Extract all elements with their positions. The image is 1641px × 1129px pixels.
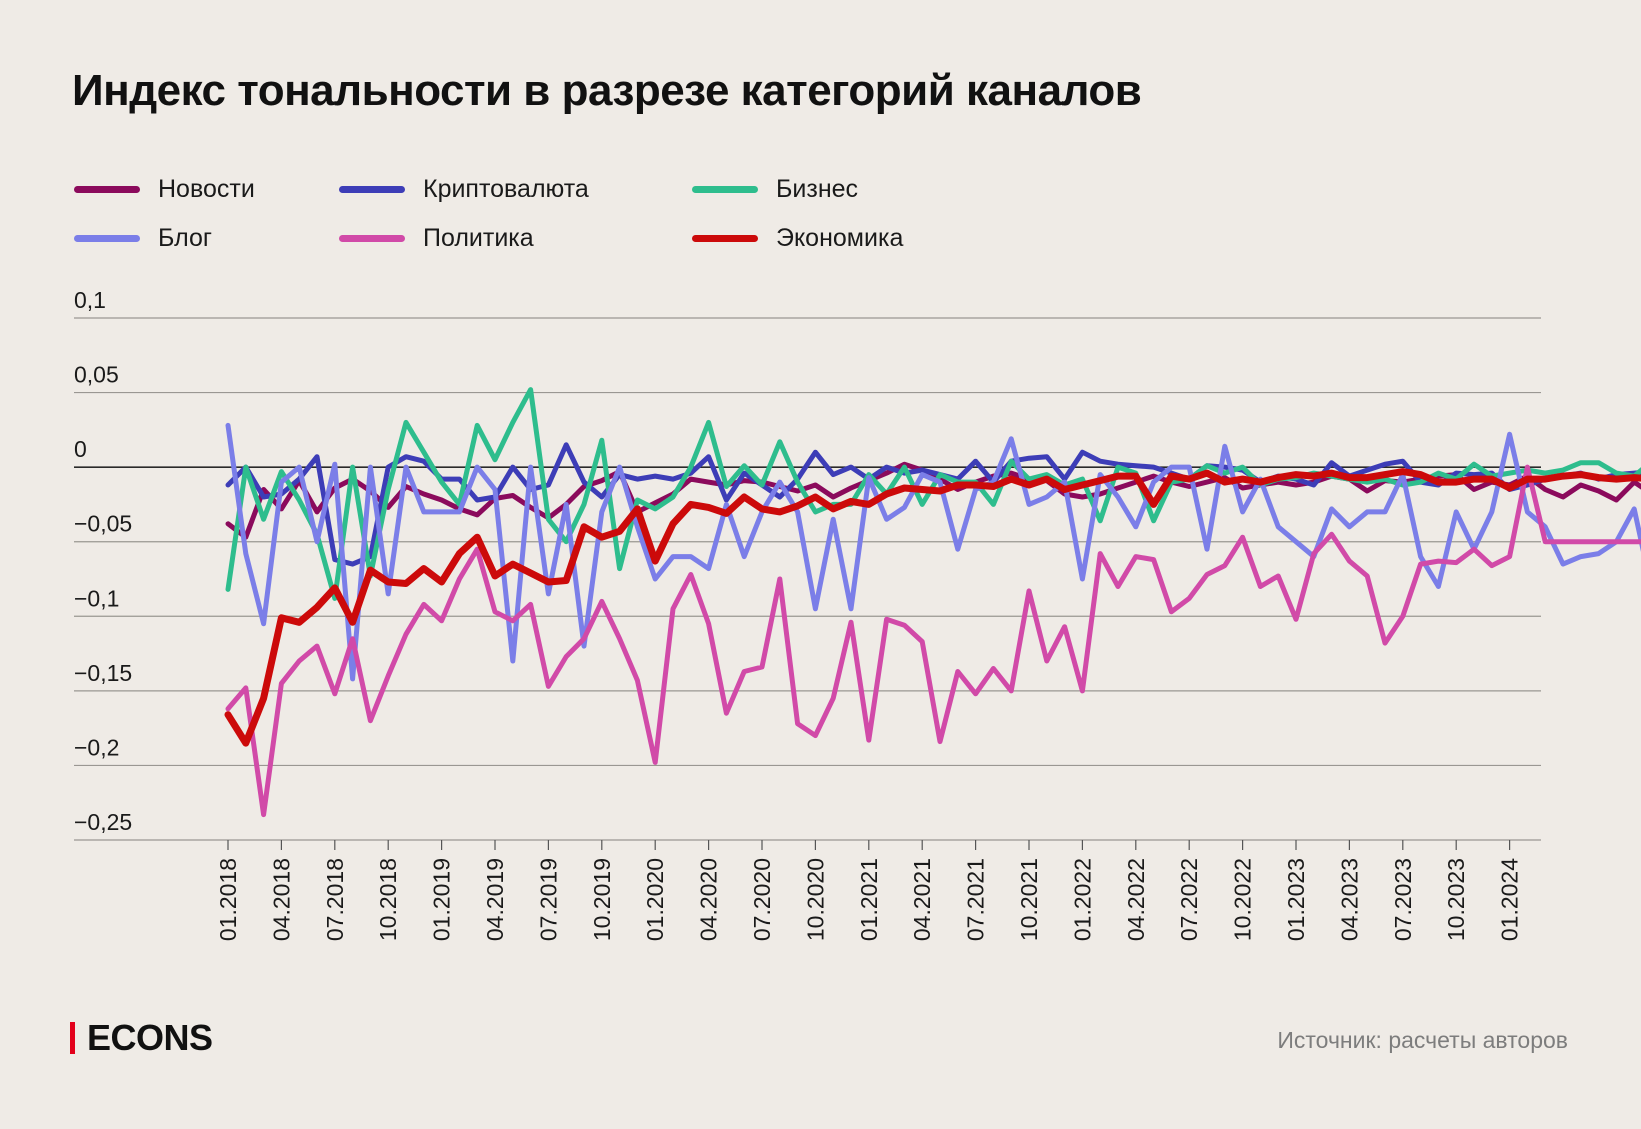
legend-label-business: Бизнес	[776, 175, 859, 203]
x-tick-label: 07.2022	[1176, 858, 1202, 941]
x-tick-label: 04.2019	[482, 858, 508, 941]
x-tick-label: 07.2019	[535, 858, 561, 941]
x-tick-label: 01.2023	[1283, 858, 1309, 941]
x-tick-label: 10.2020	[802, 858, 828, 941]
legend-item-crypto: Криптовалюта	[339, 175, 589, 204]
legend: Новости Криптовалюта Бизнес Блог Политик…	[74, 175, 974, 275]
legend-item-business: Бизнес	[692, 175, 858, 204]
x-tick-label: 07.2020	[749, 858, 775, 941]
x-tick-label: 01.2018	[215, 858, 241, 941]
x-tick-label: 07.2021	[963, 858, 989, 941]
series-line-4	[225, 422, 1641, 682]
x-tick-label: 01.2024	[1497, 858, 1523, 941]
legend-item-news: Новости	[74, 175, 255, 204]
y-tick-label: −0,25	[74, 809, 132, 835]
y-tick-label: 0,05	[74, 362, 119, 388]
legend-label-economy: Экономика	[776, 224, 904, 252]
x-tick-label: 04.2021	[909, 858, 935, 941]
y-tick-label: −0,15	[74, 660, 132, 686]
x-tick-label: 10.2022	[1230, 858, 1256, 941]
x-tick-label: 10.2023	[1443, 858, 1469, 941]
y-tick-label: −0,05	[74, 511, 132, 537]
legend-swatch-news	[74, 186, 140, 193]
legend-item-economy: Экономика	[692, 224, 903, 253]
legend-label-news: Новости	[158, 175, 255, 203]
legend-swatch-politics	[339, 235, 405, 242]
series-line-2	[225, 442, 1641, 567]
legend-label-crypto: Криптовалюта	[423, 175, 589, 203]
legend-item-politics: Политика	[339, 224, 534, 253]
x-tick-label: 01.2022	[1069, 858, 1095, 941]
y-tick-label: −0,2	[74, 734, 119, 760]
x-tick-label: 10.2018	[375, 858, 401, 941]
x-tick-label: 10.2019	[589, 858, 615, 941]
legend-swatch-blog	[74, 235, 140, 242]
brand-logo: ECONS	[70, 1017, 213, 1059]
series-line-3	[225, 387, 1641, 601]
x-tick-label: 01.2019	[429, 858, 455, 941]
legend-label-politics: Политика	[423, 224, 534, 252]
brand-bar	[70, 1022, 75, 1054]
brand-name: ECONS	[87, 1017, 213, 1058]
x-tick-label: 07.2018	[322, 858, 348, 941]
y-tick-label: −0,1	[74, 585, 119, 611]
y-tick-label: 0,1	[74, 287, 106, 313]
x-tick-label: 04.2018	[268, 858, 294, 941]
x-tick-label: 07.2023	[1390, 858, 1416, 941]
x-tick-label: 01.2021	[856, 858, 882, 941]
series-line-6	[224, 468, 1641, 747]
series-line-5	[225, 464, 1641, 818]
legend-item-blog: Блог	[74, 224, 212, 253]
legend-swatch-business	[692, 186, 758, 193]
x-tick-label: 04.2020	[696, 858, 722, 941]
legend-swatch-economy	[692, 235, 758, 242]
chart-title: Индекс тональности в разрезе категорий к…	[72, 66, 1142, 115]
x-tick-label: 04.2022	[1123, 858, 1149, 941]
source-note: Источник: расчеты авторов	[1277, 1027, 1568, 1053]
series-line-1	[225, 461, 1641, 540]
legend-swatch-crypto	[339, 186, 405, 193]
x-tick-label: 10.2021	[1016, 858, 1042, 941]
x-tick-label: 04.2023	[1336, 858, 1362, 941]
legend-label-blog: Блог	[158, 224, 213, 252]
x-tick-label: 01.2020	[642, 858, 668, 941]
y-tick-label: 0	[74, 436, 87, 462]
